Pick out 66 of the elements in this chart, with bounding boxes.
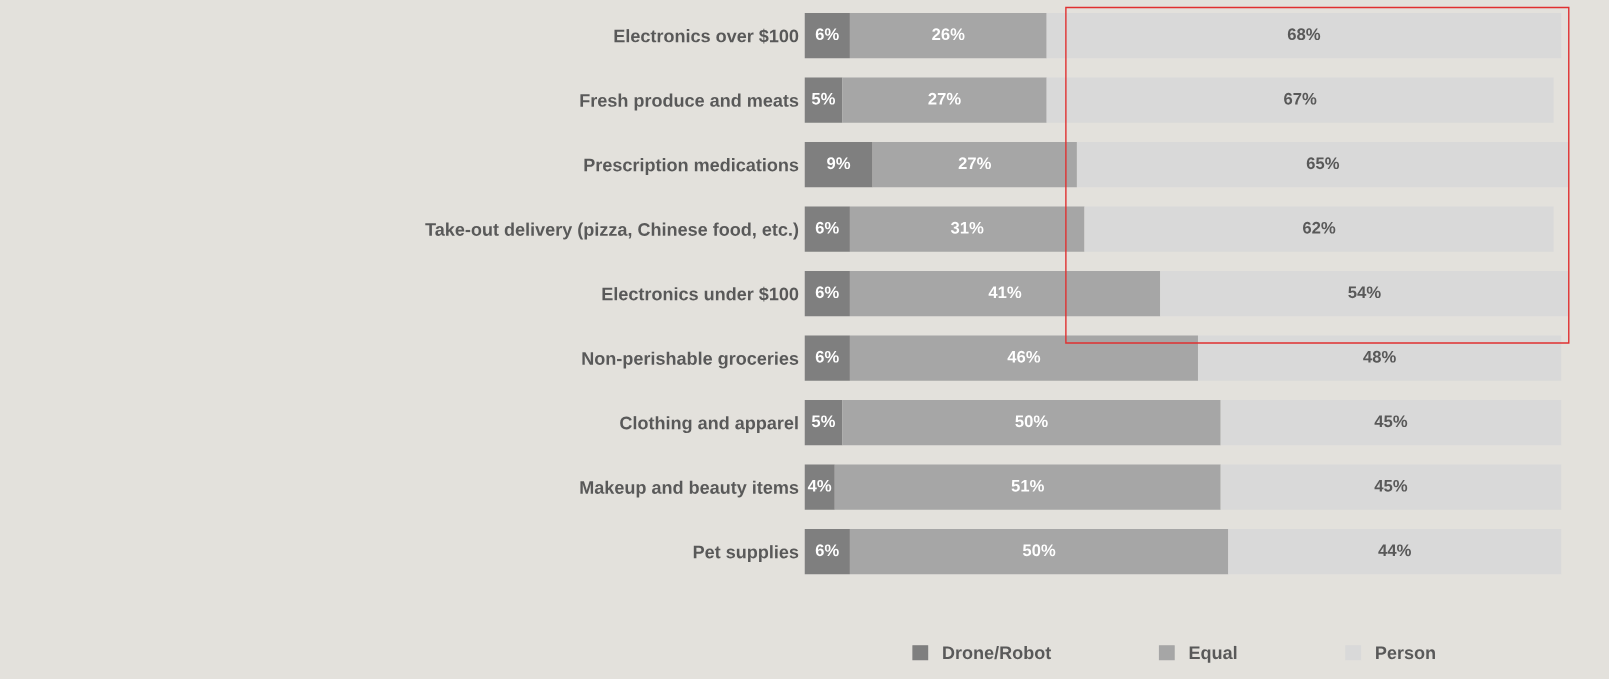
data-label: 5% (811, 415, 836, 428)
data-label: 9% (827, 157, 851, 170)
data-label: 51% (1011, 479, 1044, 492)
y-tick-label: Non-perishable groceries (582, 351, 799, 369)
bar (834, 464, 1221, 510)
bar (1046, 77, 1554, 123)
bar (849, 13, 1047, 59)
y-tick-label: Pet supplies (693, 545, 799, 562)
bar (849, 206, 1085, 252)
bar (804, 13, 850, 59)
bar (804, 271, 850, 317)
data-label: 6% (815, 221, 839, 234)
legend-label: Person (1376, 646, 1435, 660)
bar (804, 400, 843, 446)
data-label: 46% (1007, 350, 1041, 363)
bar (849, 335, 1198, 381)
data-label: 5% (811, 92, 836, 105)
bar (804, 142, 873, 188)
data-label: 67% (1284, 92, 1317, 105)
data-label: 50% (1015, 415, 1048, 428)
data-label: 45% (1374, 415, 1408, 428)
y-tick-label: Electronics under $100 (602, 286, 799, 302)
bar (849, 529, 1229, 575)
data-label: 27% (958, 157, 991, 170)
bar (1084, 206, 1554, 252)
y-tick-label: Fresh produce and meats (580, 93, 799, 111)
bar (1220, 400, 1562, 446)
data-label: 4% (807, 479, 832, 492)
y-tick-label: Take-out delivery (pizza, Chinese food, etc.) (425, 222, 799, 240)
data-label: 31% (950, 221, 984, 234)
data-label: 6% (815, 544, 839, 557)
data-label: 62% (1302, 221, 1336, 234)
bar (804, 529, 850, 575)
data-label: 26% (932, 28, 965, 41)
y-tick-label: Makeup and beauty items (580, 480, 799, 498)
bar (804, 77, 843, 123)
data-label: 6% (815, 350, 839, 363)
legend-label: Drone/Robot (943, 645, 1052, 660)
bar (1160, 271, 1569, 317)
legend-label: Equal (1189, 645, 1237, 663)
data-label: 41% (988, 286, 1022, 299)
bar (842, 77, 1047, 123)
bar (849, 271, 1161, 317)
bar (804, 335, 850, 381)
bar (1228, 529, 1562, 575)
bar (804, 206, 850, 252)
bar (1046, 13, 1562, 59)
y-tick-label: Clothing and apparel (620, 416, 798, 434)
data-label: 44% (1378, 544, 1411, 557)
bar (842, 400, 1221, 446)
data-label: 27% (928, 92, 961, 105)
bar (804, 464, 835, 510)
bar (1076, 142, 1569, 188)
data-label: 54% (1348, 286, 1381, 299)
data-label: 68% (1287, 28, 1321, 41)
data-label: 6% (815, 28, 839, 41)
data-label: 65% (1306, 157, 1340, 170)
bar (872, 142, 1077, 188)
bar (1220, 464, 1562, 510)
data-label: 50% (1022, 544, 1056, 557)
data-label: 6% (815, 286, 839, 299)
y-tick-label: Electronics over $100 (614, 28, 799, 44)
y-tick-label: Prescription medications (584, 158, 799, 175)
bar (1197, 335, 1562, 381)
data-label: 48% (1363, 350, 1396, 363)
data-label: 45% (1374, 479, 1408, 492)
